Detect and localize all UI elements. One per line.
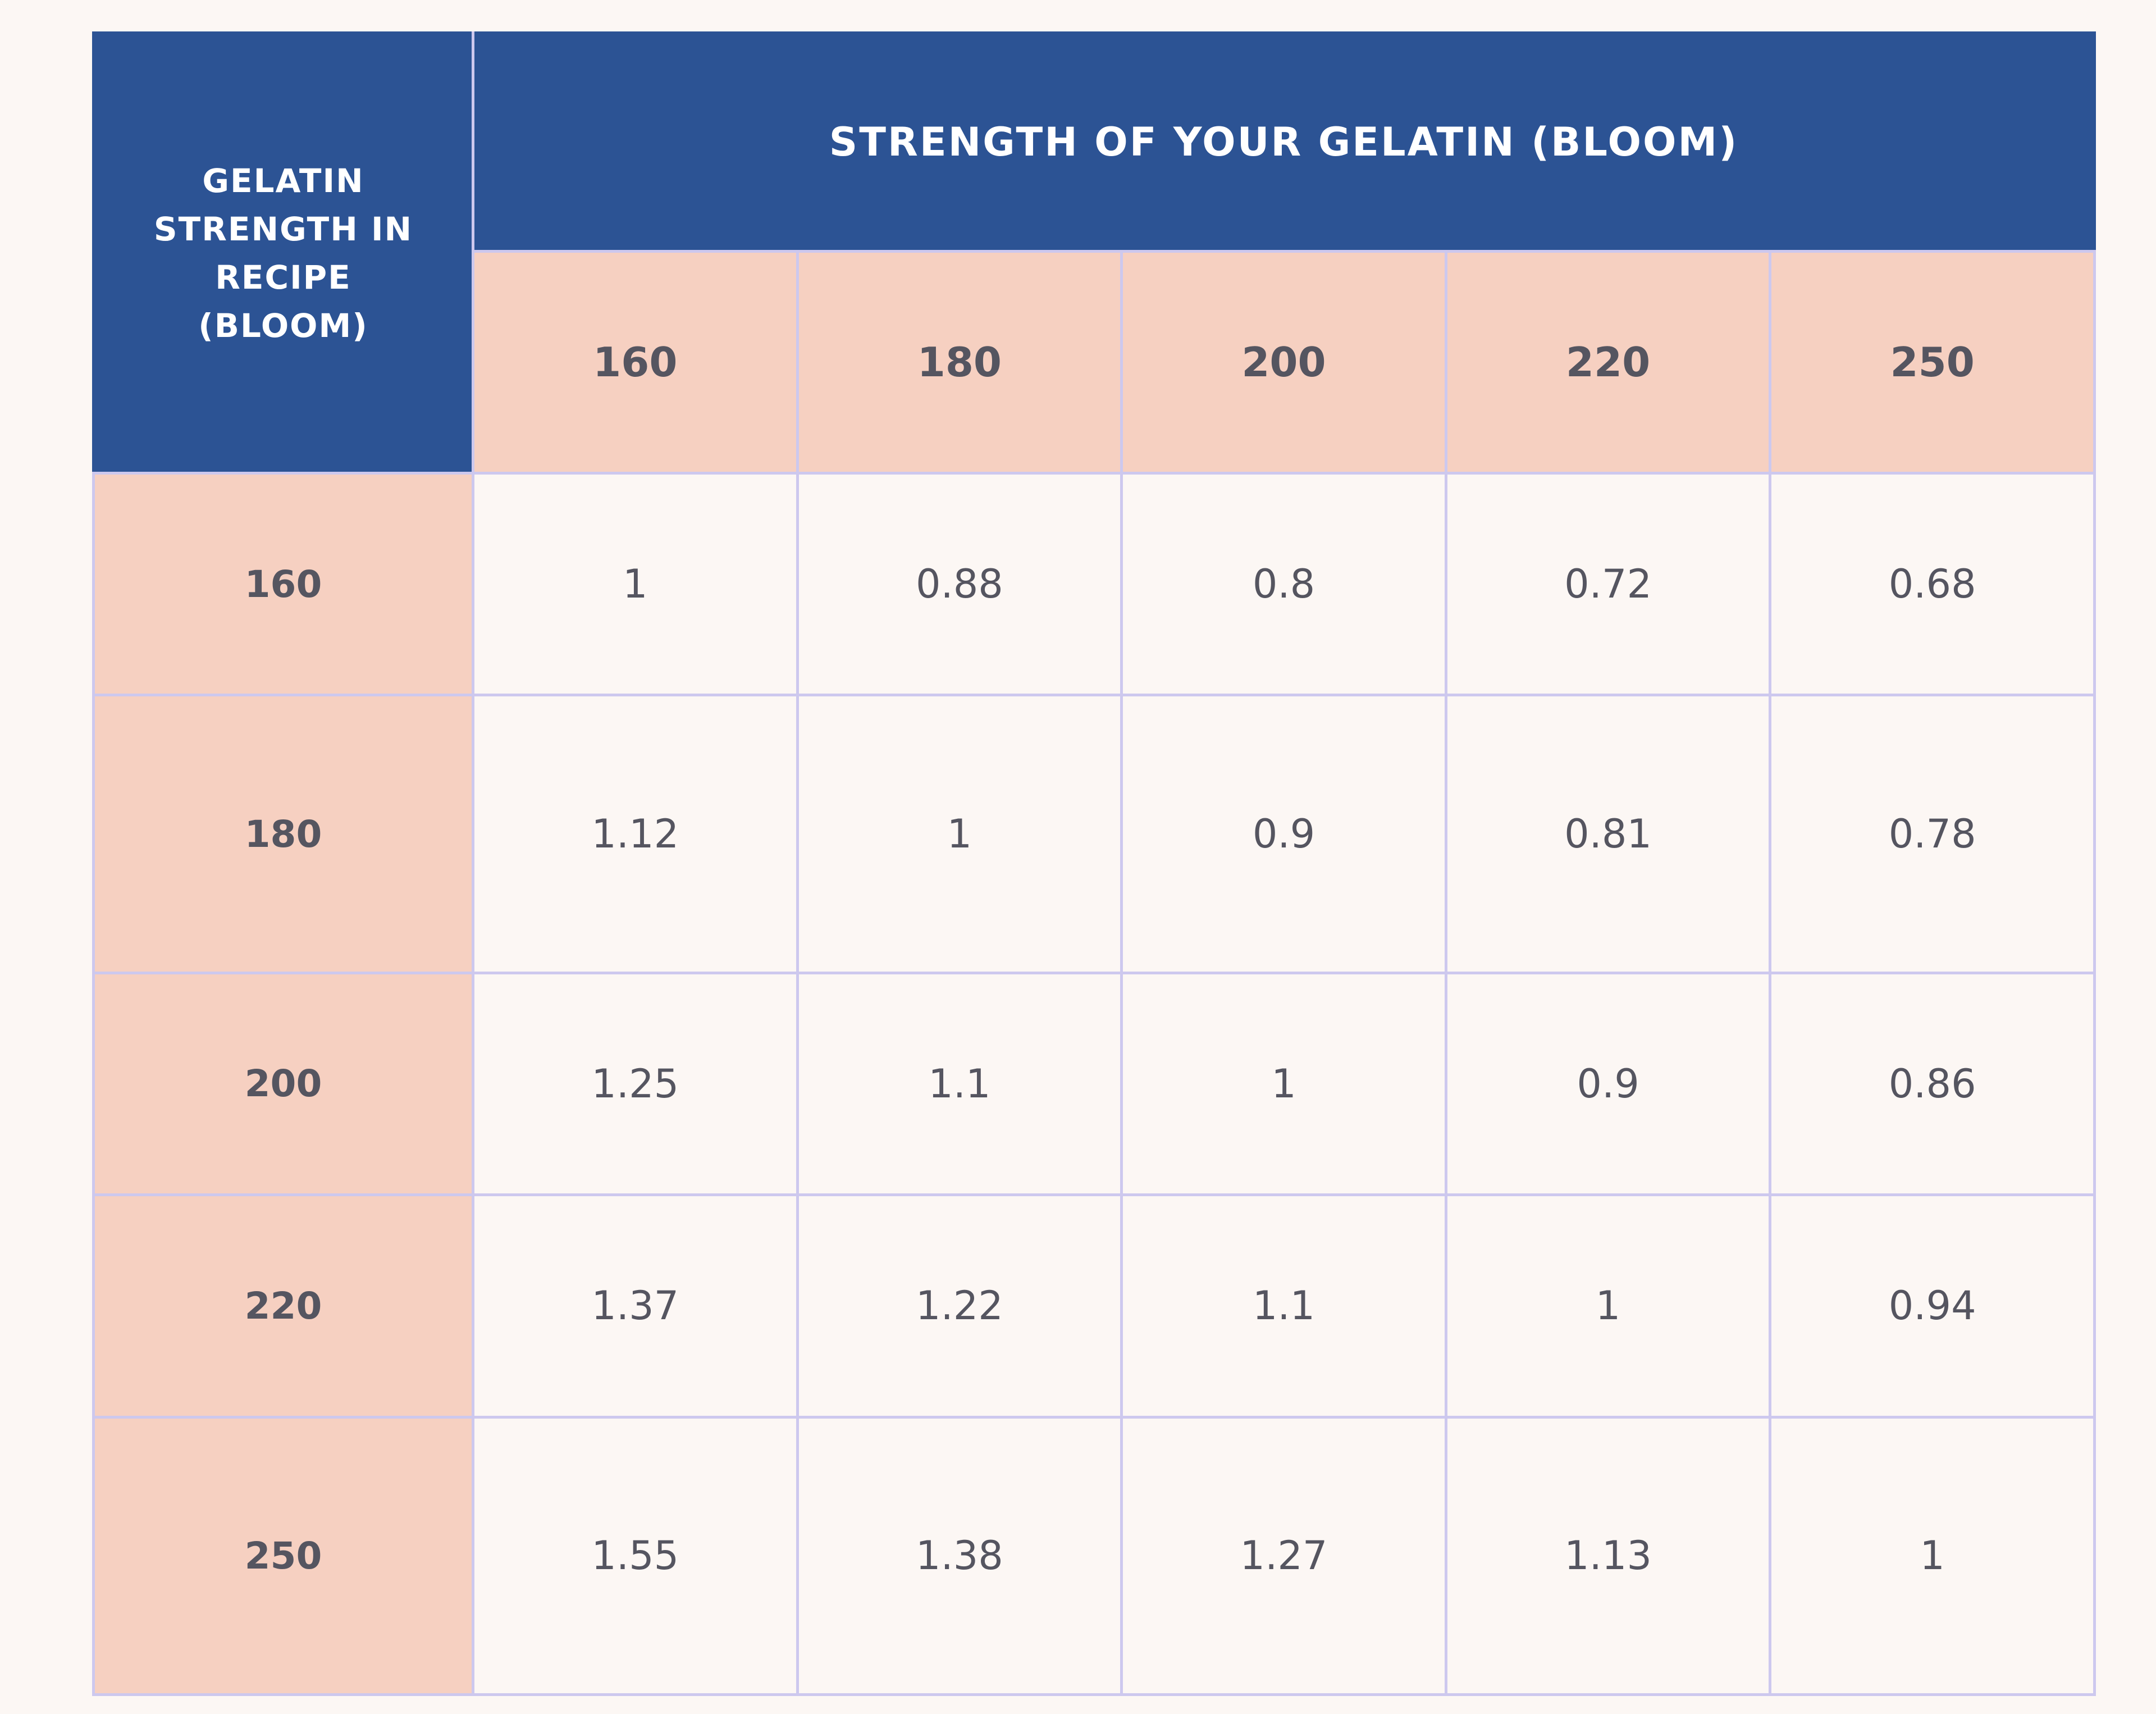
table-cell: 0.9 — [1120, 694, 1447, 974]
table-cell: 0.68 — [1769, 471, 2096, 697]
table-cell: 0.88 — [796, 471, 1123, 697]
table-cell: 1.13 — [1444, 1415, 1772, 1697]
table-cell: 0.72 — [1444, 471, 1772, 697]
gelatin-conversion-table: GELATIN STRENGTH IN RECIPE (BLOOM) STREN… — [92, 31, 2096, 1697]
table-cell: 0.78 — [1769, 694, 2096, 974]
table-cell: 0.86 — [1769, 971, 2096, 1197]
table-cell: 1.1 — [1120, 1193, 1447, 1419]
table-cell: 1.22 — [796, 1193, 1123, 1419]
table-row: 200 1.25 1.1 1 0.9 0.86 — [92, 971, 2096, 1197]
table-cell: 1.38 — [796, 1415, 1123, 1697]
row-header-250: 250 — [92, 1415, 474, 1697]
table-row: 180 1.12 1 0.9 0.81 0.78 — [92, 694, 2096, 974]
column-header-160: 160 — [472, 250, 799, 475]
table-cell: 1 — [796, 694, 1123, 974]
table-cell: 1.12 — [472, 694, 799, 974]
row-header-180: 180 — [92, 694, 474, 974]
column-header-250: 250 — [1769, 250, 2096, 475]
table-cell: 1 — [1769, 1415, 2096, 1697]
your-gelatin-strength-header: STRENGTH OF YOUR GELATIN (BLOOM) — [472, 31, 2096, 253]
table-cell: 0.8 — [1120, 471, 1447, 697]
table-cell: 1 — [1120, 971, 1447, 1197]
column-header-200: 200 — [1120, 250, 1447, 475]
table-cell: 1.37 — [472, 1193, 799, 1419]
row-header-220: 220 — [92, 1193, 474, 1419]
table-cell: 1 — [472, 471, 799, 697]
column-header-180: 180 — [796, 250, 1123, 475]
table-row: 160 1 0.88 0.8 0.72 0.68 — [92, 471, 2096, 697]
table-cell: 1.1 — [796, 971, 1123, 1197]
recipe-strength-header: GELATIN STRENGTH IN RECIPE (BLOOM) — [92, 31, 474, 475]
table-cell: 0.94 — [1769, 1193, 2096, 1419]
table-cell: 1.27 — [1120, 1415, 1447, 1697]
table-row: 220 1.37 1.22 1.1 1 0.94 — [92, 1193, 2096, 1419]
row-header-200: 200 — [92, 971, 474, 1197]
row-header-160: 160 — [92, 471, 474, 697]
gelatin-conversion-table-wrapper: GELATIN STRENGTH IN RECIPE (BLOOM) STREN… — [92, 31, 2096, 1697]
table-row: 250 1.55 1.38 1.27 1.13 1 — [92, 1415, 2096, 1697]
table-cell: 1.25 — [472, 971, 799, 1197]
table-cell: 1 — [1444, 1193, 1772, 1419]
table-cell: 0.81 — [1444, 694, 1772, 974]
table-cell: 0.9 — [1444, 971, 1772, 1197]
column-header-220: 220 — [1444, 250, 1772, 475]
table-cell: 1.55 — [472, 1415, 799, 1697]
